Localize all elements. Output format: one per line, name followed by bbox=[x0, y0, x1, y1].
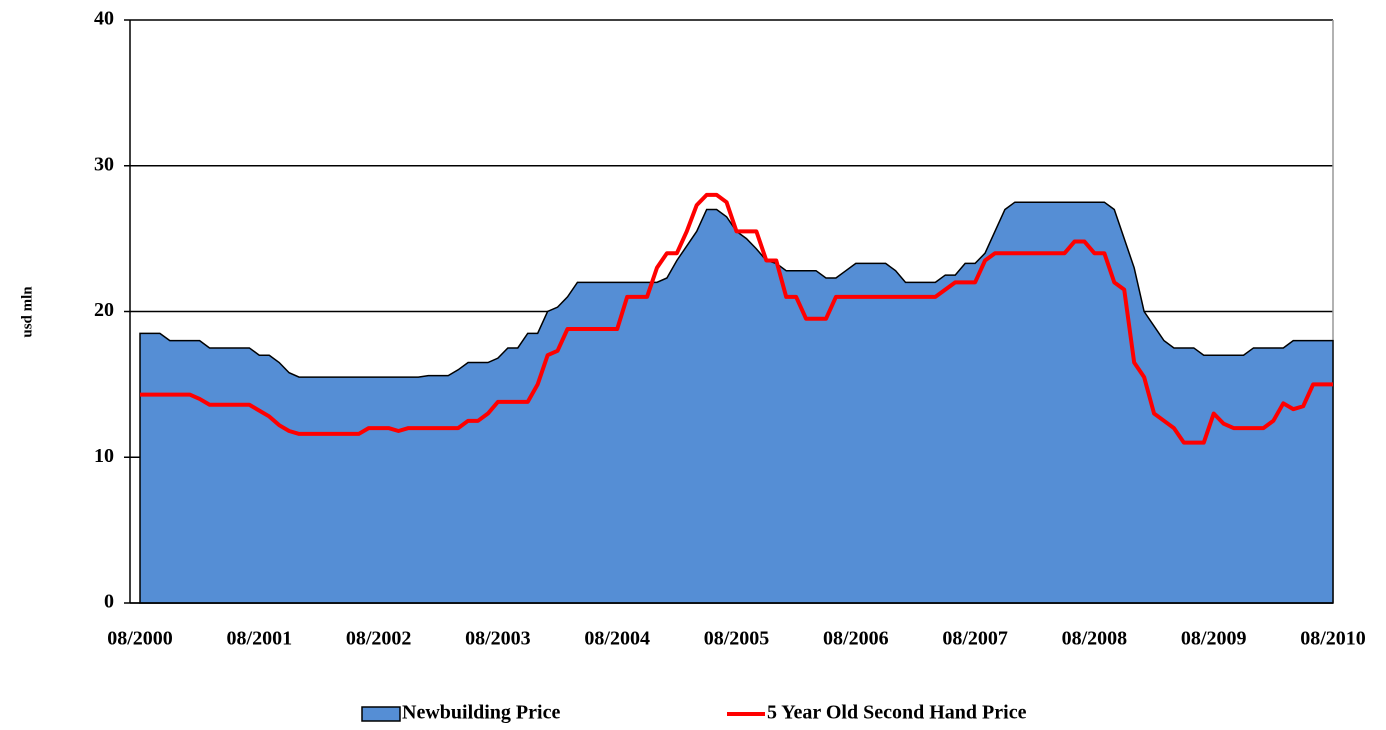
x-tick-label: 08/2004 bbox=[584, 628, 650, 650]
x-tick-label: 08/2006 bbox=[823, 628, 889, 650]
legend-label: 5 Year Old Second Hand Price bbox=[767, 702, 1027, 724]
x-tick-label: 08/2005 bbox=[704, 628, 770, 650]
area bbox=[139, 201, 1334, 604]
x-tick-label: 08/2000 bbox=[107, 628, 173, 650]
y-tick-label: 0 bbox=[104, 591, 114, 613]
y-tick-label: 20 bbox=[94, 299, 114, 321]
y-tick-label: 10 bbox=[94, 445, 114, 467]
x-tick-label: 08/2009 bbox=[1181, 628, 1247, 650]
line bbox=[140, 192, 1333, 445]
x-tick-label: 08/2008 bbox=[1062, 628, 1128, 650]
x-tick-label: 08/2007 bbox=[942, 628, 1008, 650]
legend-swatch bbox=[361, 706, 401, 722]
x-tick-label: 08/2010 bbox=[1300, 628, 1366, 650]
legend-label: Newbuilding Price bbox=[402, 702, 560, 724]
x-tick-label: 08/2001 bbox=[227, 628, 293, 650]
x-tick-label: 08/2002 bbox=[346, 628, 412, 650]
y-tick-label: 40 bbox=[94, 8, 114, 30]
x-tick-label: 08/2003 bbox=[465, 628, 531, 650]
y-axis-label: usd mln bbox=[19, 286, 35, 338]
y-tick-label: 30 bbox=[94, 153, 114, 175]
